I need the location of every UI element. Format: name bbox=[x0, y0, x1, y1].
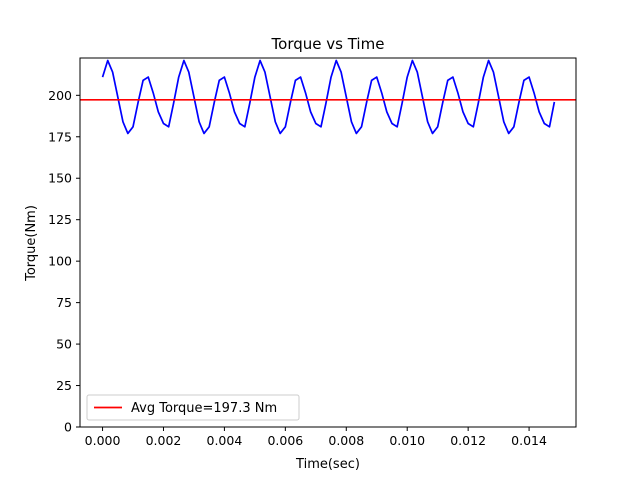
x-tick-label: 0.000 bbox=[85, 433, 121, 448]
y-tick-label: 75 bbox=[56, 295, 72, 310]
x-tick-label: 0.008 bbox=[328, 433, 364, 448]
y-tick-label: 25 bbox=[56, 378, 72, 393]
y-tick-label: 125 bbox=[48, 212, 72, 227]
legend-box bbox=[86, 394, 300, 421]
x-tick-label: 0.002 bbox=[146, 433, 182, 448]
legend: Avg Torque=197.3 Nm bbox=[86, 394, 300, 421]
x-tick-label: 0.006 bbox=[267, 433, 303, 448]
x-axis-label: Time(sec) bbox=[295, 457, 360, 472]
plot-area-frame bbox=[79, 57, 577, 428]
y-tick-label: 100 bbox=[48, 254, 72, 269]
x-tick-label: 0.010 bbox=[389, 433, 425, 448]
y-axis-ticks: 0 25 50 75 100 125 150 175 200 bbox=[48, 88, 80, 435]
x-tick-label: 0.014 bbox=[511, 433, 547, 448]
y-tick-label: 50 bbox=[56, 337, 72, 352]
y-tick-label: 150 bbox=[48, 171, 72, 186]
y-tick-label: 0 bbox=[64, 420, 72, 435]
y-tick-label: 200 bbox=[48, 88, 72, 103]
x-tick-label: 0.012 bbox=[450, 433, 486, 448]
chart-title: Torque vs Time bbox=[271, 35, 385, 53]
y-axis-label: Torque(Nm) bbox=[24, 205, 39, 282]
y-tick-label: 175 bbox=[48, 129, 72, 144]
x-axis-ticks: 0.000 0.002 0.004 0.006 0.008 0.010 0.012 0.014 bbox=[85, 427, 547, 448]
legend-label-avg-torque: Avg Torque=197.3 Nm bbox=[131, 401, 277, 416]
x-tick-label: 0.004 bbox=[207, 433, 243, 448]
